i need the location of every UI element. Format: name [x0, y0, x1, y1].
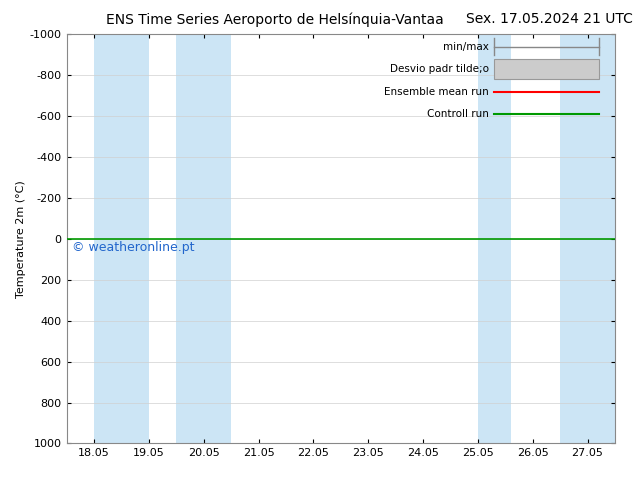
Text: ENS Time Series Aeroporto de Helsínquia-Vantaa: ENS Time Series Aeroporto de Helsínquia-… [106, 12, 444, 27]
Text: Controll run: Controll run [427, 109, 489, 119]
Text: min/max: min/max [443, 42, 489, 51]
Text: © weatheronline.pt: © weatheronline.pt [72, 241, 195, 254]
Text: Sex. 17.05.2024 21 UTC: Sex. 17.05.2024 21 UTC [466, 12, 633, 26]
Y-axis label: Temperature 2m (°C): Temperature 2m (°C) [16, 180, 25, 298]
Bar [560, 34, 615, 443]
FancyBboxPatch shape [495, 59, 598, 79]
Text: Desvio padr tilde;o: Desvio padr tilde;o [390, 64, 489, 74]
Text: Ensemble mean run: Ensemble mean run [384, 87, 489, 97]
Bar [94, 34, 149, 443]
Bar [176, 34, 231, 443]
Bar [478, 34, 511, 443]
